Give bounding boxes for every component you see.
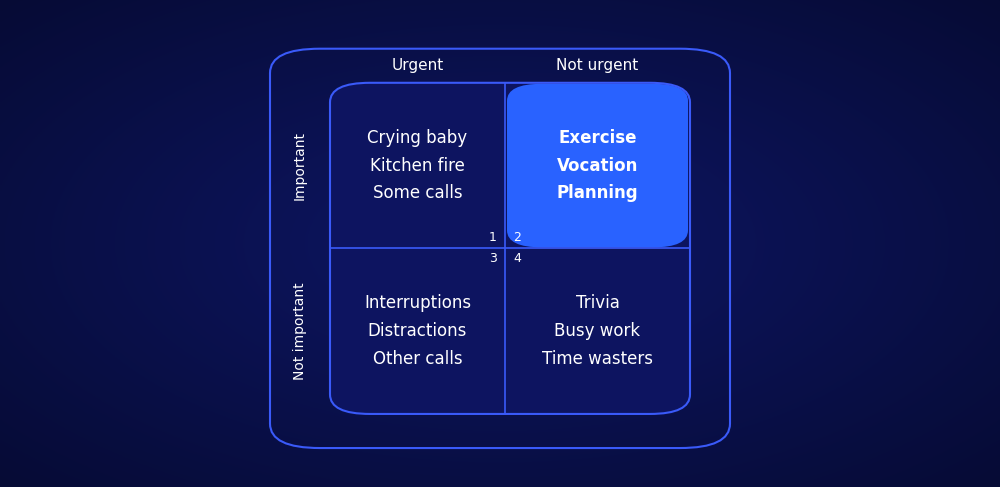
- FancyBboxPatch shape: [330, 83, 690, 414]
- Text: Exercise
Vocation
Planning: Exercise Vocation Planning: [557, 129, 638, 203]
- Text: Crying baby
Kitchen fire
Some calls: Crying baby Kitchen fire Some calls: [367, 129, 468, 203]
- Text: Urgent: Urgent: [391, 58, 444, 73]
- Text: Important: Important: [293, 131, 307, 200]
- Text: 4: 4: [513, 252, 521, 265]
- Text: 2: 2: [513, 231, 521, 244]
- FancyBboxPatch shape: [507, 84, 688, 247]
- Text: Interruptions
Distractions
Other calls: Interruptions Distractions Other calls: [364, 294, 471, 368]
- Text: Trivia
Busy work
Time wasters: Trivia Busy work Time wasters: [542, 294, 653, 368]
- Text: Not important: Not important: [293, 282, 307, 380]
- Text: Not urgent: Not urgent: [556, 58, 639, 73]
- Text: 1: 1: [489, 231, 497, 244]
- Text: 3: 3: [489, 252, 497, 265]
